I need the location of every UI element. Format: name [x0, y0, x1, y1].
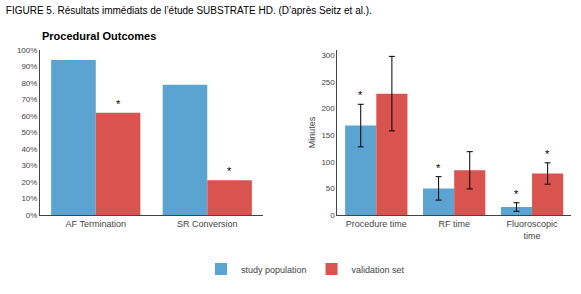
svg-text:Fluoroscopictime: Fluoroscopictime	[507, 219, 559, 241]
svg-text:FIGURE 5. Résultats immédiats: FIGURE 5. Résultats immédiats de l’étude…	[6, 5, 372, 16]
svg-text:60%: 60%	[21, 112, 37, 121]
svg-text:*: *	[116, 98, 121, 110]
svg-text:0: 0	[330, 211, 335, 220]
svg-text:200: 200	[321, 104, 335, 113]
svg-text:Procedure time: Procedure time	[346, 219, 407, 229]
svg-text:AF Termination: AF Termination	[66, 219, 126, 229]
svg-text:30%: 30%	[21, 161, 37, 170]
svg-text:validation set: validation set	[352, 265, 405, 275]
svg-text:150: 150	[321, 131, 335, 140]
svg-text:50: 50	[326, 184, 335, 193]
svg-text:Procedural Outcomes: Procedural Outcomes	[42, 30, 156, 42]
svg-text:100: 100	[321, 158, 335, 167]
svg-text:*: *	[545, 148, 550, 160]
svg-text:*: *	[514, 188, 519, 200]
svg-text:250: 250	[321, 78, 335, 87]
svg-text:SR Conversion: SR Conversion	[177, 219, 238, 229]
svg-text:70%: 70%	[21, 95, 37, 104]
svg-text:10%: 10%	[21, 194, 37, 203]
svg-text:0%: 0%	[26, 211, 38, 220]
svg-text:*: *	[436, 162, 441, 174]
svg-text:*: *	[227, 165, 232, 177]
svg-text:90%: 90%	[21, 62, 37, 71]
svg-text:300: 300	[321, 51, 335, 60]
svg-text:*: *	[358, 89, 363, 101]
svg-text:80%: 80%	[21, 79, 37, 88]
svg-text:40%: 40%	[21, 145, 37, 154]
svg-text:study population: study population	[241, 265, 307, 275]
svg-text:RF time: RF time	[438, 219, 470, 229]
svg-text:20%: 20%	[21, 178, 37, 187]
svg-text:100%: 100%	[17, 46, 37, 55]
svg-text:Minutes: Minutes	[307, 116, 317, 148]
svg-text:50%: 50%	[21, 128, 37, 137]
